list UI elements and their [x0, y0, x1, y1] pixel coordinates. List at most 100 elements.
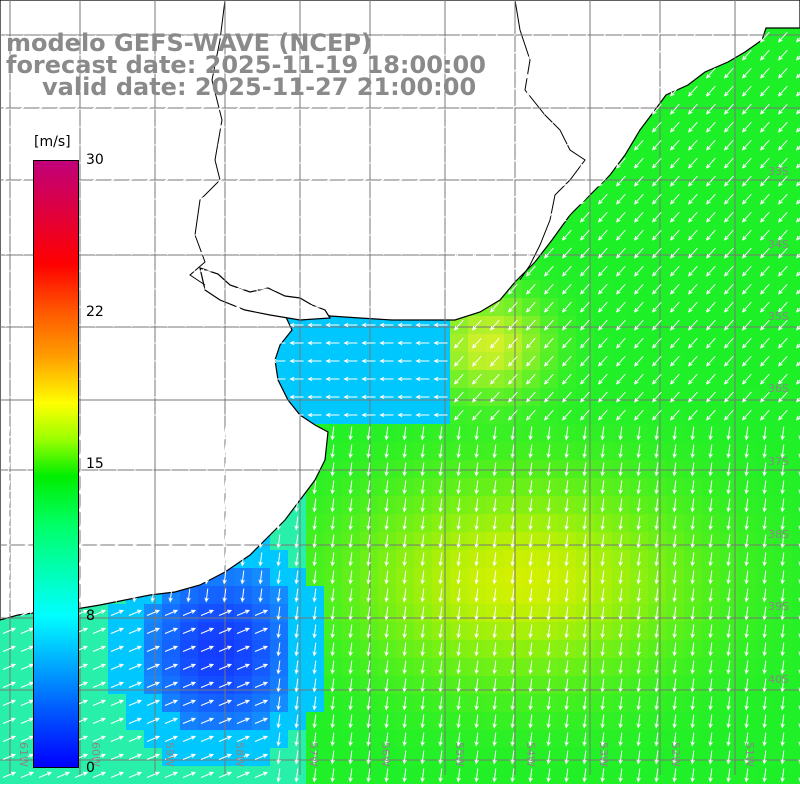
field-cell: [792, 676, 800, 694]
wind-arrow: [258, 480, 263, 495]
wind-arrow: [145, 286, 160, 292]
wind-arrow: [73, 88, 88, 94]
wind-arrow: [181, 70, 196, 76]
wind-arrow: [492, 732, 497, 747]
wind-arrow: [127, 142, 142, 148]
wind-arrow: [55, 124, 70, 130]
wind-arrow: [433, 88, 448, 94]
wind-arrow: [253, 322, 268, 328]
wind-arrow: [705, 121, 716, 133]
wind-arrow: [163, 178, 178, 184]
wind-arrow: [307, 214, 322, 220]
wind-arrow: [78, 462, 83, 477]
wind-arrow: [312, 552, 317, 567]
wind-arrow: [561, 265, 572, 277]
wind-arrow: [92, 627, 107, 634]
wind-arrow: [348, 462, 353, 477]
wind-arrow: [597, 409, 608, 421]
wind-arrow: [561, 157, 572, 169]
wind-arrow: [127, 178, 142, 184]
wind-arrow: [723, 337, 734, 349]
wind-arrow: [690, 570, 695, 585]
wind-arrow: [127, 196, 142, 202]
wind-arrow: [471, 337, 482, 349]
wind-arrow: [762, 732, 767, 747]
field-cell: [792, 766, 800, 784]
wind-arrow: [798, 687, 800, 693]
wind-arrow: [669, 85, 680, 97]
wind-arrow: [199, 34, 214, 40]
wind-arrow: [489, 49, 500, 61]
wind-arrow: [258, 444, 263, 459]
wind-arrow: [471, 49, 482, 61]
wind-arrow: [579, 247, 590, 259]
wind-arrow: [543, 121, 554, 133]
wind-arrow: [762, 588, 767, 603]
wind-arrow: [600, 498, 605, 513]
wind-arrow: [705, 265, 716, 277]
wind-arrow: [420, 768, 425, 783]
wind-arrow: [705, 373, 716, 385]
wind-arrow: [38, 771, 53, 778]
wind-arrow: [690, 480, 695, 495]
wind-arrow: [543, 31, 554, 43]
wind-arrow: [633, 121, 644, 133]
latitude-label: 39S: [768, 600, 789, 613]
wind-arrow: [258, 534, 263, 549]
wind-arrow: [777, 175, 788, 187]
wind-arrow: [128, 627, 143, 634]
wind-arrow: [307, 358, 322, 364]
wind-arrow: [489, 265, 500, 277]
wind-arrow: [415, 250, 430, 256]
wind-arrow: [312, 732, 317, 747]
wind-arrow: [525, 337, 536, 349]
wind-arrow: [705, 391, 716, 403]
wind-arrow: [651, 49, 662, 61]
wind-arrow: [492, 642, 497, 657]
latitude-label: 35S: [768, 310, 789, 323]
wind-arrow: [128, 681, 143, 688]
wind-arrow: [415, 232, 430, 238]
wind-arrow: [690, 696, 695, 711]
wind-arrow: [271, 106, 286, 112]
wind-arrow: [456, 480, 461, 495]
wind-arrow: [420, 588, 425, 603]
wind-arrow: [127, 70, 142, 76]
wind-arrow: [528, 696, 533, 711]
wind-arrow: [489, 103, 500, 115]
longitude-label: 56W: [379, 742, 392, 767]
wind-arrow: [307, 232, 322, 238]
wind-arrow: [91, 70, 106, 76]
wind-arrow: [433, 232, 448, 238]
wind-arrow: [325, 178, 340, 184]
wind-arrow: [307, 340, 322, 346]
wind-arrow: [235, 88, 250, 94]
wind-arrow: [633, 409, 644, 421]
wind-arrow: [109, 106, 124, 112]
wind-arrow: [307, 376, 322, 382]
wind-arrow: [181, 304, 196, 310]
wind-arrow: [37, 34, 52, 40]
wind-arrow: [92, 717, 107, 724]
wind-arrow: [235, 394, 250, 400]
wind-arrow: [723, 247, 734, 259]
wind-arrow: [235, 34, 250, 40]
wind-arrow: [379, 124, 394, 130]
wind-arrow: [600, 660, 605, 675]
wind-arrow: [654, 444, 659, 459]
wind-arrow: [402, 768, 407, 783]
wind-arrow: [615, 85, 626, 97]
wind-arrow: [109, 394, 124, 400]
wind-arrow: [453, 391, 464, 403]
wind-arrow: [109, 178, 124, 184]
wind-arrow: [168, 516, 173, 531]
wind-arrow: [615, 301, 626, 313]
wind-arrow: [127, 124, 142, 130]
wind-arrow: [525, 211, 536, 223]
wind-arrow: [636, 732, 641, 747]
wind-arrow: [348, 516, 353, 531]
wind-arrow: [92, 645, 107, 652]
wind-arrow: [24, 534, 29, 549]
colorbar-unit: [m/s]: [34, 134, 71, 150]
wind-arrow: [561, 103, 572, 115]
